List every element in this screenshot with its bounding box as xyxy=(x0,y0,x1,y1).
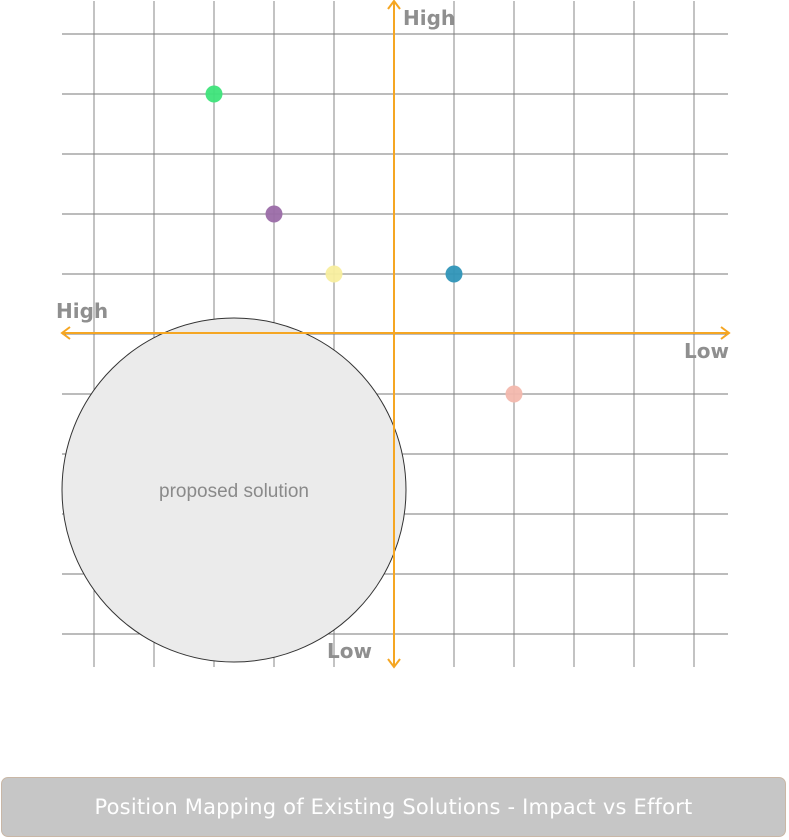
solution-dot-purple xyxy=(265,205,283,223)
caption-text: Position Mapping of Existing Solutions -… xyxy=(94,795,693,819)
axis-label-left: High xyxy=(56,299,108,323)
solution-dot-blue xyxy=(445,265,463,283)
axis-label-top: High xyxy=(403,6,455,30)
axis-label-right: Low xyxy=(684,339,729,363)
existing-solutions xyxy=(205,85,523,403)
solution-dot-pink xyxy=(505,385,523,403)
position-map: proposed solution High Low High Low xyxy=(56,0,731,669)
axis-label-bottom: Low xyxy=(327,639,372,663)
horizontal-axis xyxy=(60,326,731,340)
caption-bar: Position Mapping of Existing Solutions -… xyxy=(1,777,786,837)
proposed-solution-label: proposed solution xyxy=(159,481,309,502)
proposed-solution-circle xyxy=(61,317,407,663)
solution-dot-yellow xyxy=(325,265,343,283)
solution-dot-green xyxy=(205,85,223,103)
vertical-axis xyxy=(387,0,401,669)
